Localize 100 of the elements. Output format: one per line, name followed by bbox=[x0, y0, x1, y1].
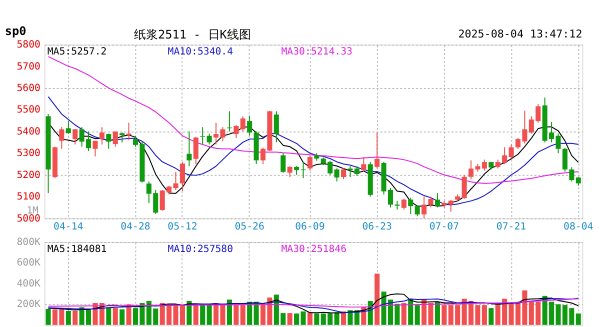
text: MA10:257580 bbox=[168, 244, 234, 255]
candlestick bbox=[348, 166, 353, 178]
text: MA30:251846 bbox=[281, 244, 347, 255]
bar bbox=[576, 313, 581, 325]
bar bbox=[112, 308, 118, 325]
chart-title: 纸浆2511 - 日K线图 bbox=[134, 28, 251, 42]
bar bbox=[46, 308, 51, 325]
candlestick bbox=[247, 115, 252, 136]
candlestick bbox=[462, 174, 467, 200]
candlestick bbox=[422, 196, 427, 219]
candlestick bbox=[448, 199, 454, 212]
candlestick bbox=[569, 166, 574, 182]
candlestick bbox=[72, 128, 78, 145]
candlestick bbox=[354, 166, 360, 176]
x-tick-label: 07-21 bbox=[496, 222, 526, 233]
candlestick bbox=[307, 154, 312, 172]
candlestick bbox=[341, 168, 346, 180]
candlestick bbox=[206, 133, 212, 145]
bar bbox=[482, 305, 487, 325]
bar bbox=[106, 307, 112, 325]
candlestick bbox=[361, 156, 366, 172]
y-tick-label: 5600 bbox=[16, 83, 41, 94]
bar bbox=[341, 311, 346, 325]
text: sp0 bbox=[4, 24, 26, 38]
y-tick-label: 5400 bbox=[16, 126, 41, 138]
x-tick-label: 04-14 bbox=[54, 222, 84, 233]
bar bbox=[234, 305, 239, 325]
y-tick-label: 600K bbox=[16, 258, 41, 269]
bar bbox=[434, 302, 440, 325]
line-series bbox=[48, 298, 579, 308]
bar bbox=[374, 274, 380, 325]
candlestick bbox=[334, 168, 340, 182]
bar bbox=[72, 310, 78, 325]
x-tick-label: 06-09 bbox=[295, 222, 325, 233]
bar bbox=[348, 310, 353, 325]
bar bbox=[120, 309, 125, 325]
candlestick bbox=[112, 130, 118, 148]
y-tick-label: 800K bbox=[16, 236, 41, 248]
candlestick bbox=[240, 116, 246, 132]
bar bbox=[334, 312, 340, 325]
text: 2025-08-04 13:47:12 bbox=[458, 28, 582, 41]
candlestick bbox=[66, 120, 71, 134]
candlestick bbox=[562, 147, 568, 172]
candlestick bbox=[274, 110, 279, 143]
x-tick-label: 05-26 bbox=[234, 222, 264, 233]
x-tick-label: 07-07 bbox=[429, 222, 460, 233]
y-tick-label: 200K bbox=[16, 299, 41, 310]
candlestick bbox=[120, 132, 125, 143]
y-tick-label: 5700 bbox=[16, 61, 41, 72]
candlestick bbox=[92, 140, 98, 157]
bar bbox=[66, 310, 71, 325]
bar bbox=[287, 313, 292, 325]
candlestick bbox=[180, 161, 185, 192]
candlestick bbox=[106, 133, 112, 150]
candlestick bbox=[200, 126, 206, 145]
candlestick bbox=[374, 132, 380, 169]
bar bbox=[314, 313, 320, 325]
text: MA5:184081 bbox=[47, 244, 107, 255]
candlestick bbox=[280, 152, 286, 174]
candlestick bbox=[508, 144, 514, 160]
bar bbox=[240, 305, 246, 325]
bar bbox=[442, 305, 447, 325]
bar bbox=[193, 305, 198, 325]
bar bbox=[401, 303, 406, 325]
bar bbox=[226, 300, 232, 325]
candlestick bbox=[287, 166, 292, 178]
candlestick bbox=[401, 198, 406, 210]
x-tick-label: 05-12 bbox=[168, 222, 198, 233]
text: MA10:5340.4 bbox=[168, 46, 234, 58]
text: MA5:5257.2 bbox=[47, 46, 107, 58]
text: MA30:5214.33 bbox=[281, 46, 353, 58]
candlestick bbox=[59, 126, 64, 150]
y-tick-label: 5500 bbox=[16, 104, 41, 116]
line-series bbox=[48, 96, 579, 206]
candlestick bbox=[408, 197, 414, 214]
candlestick bbox=[193, 136, 198, 165]
candlestick bbox=[414, 204, 420, 217]
candlestick bbox=[126, 122, 132, 141]
y-tick-label: 5000 bbox=[16, 213, 41, 224]
candlestick bbox=[234, 124, 239, 138]
y-tick-label: 400K bbox=[16, 278, 41, 290]
candlestick bbox=[186, 130, 192, 167]
candlestick bbox=[99, 126, 104, 145]
bar bbox=[206, 305, 212, 325]
bar bbox=[200, 304, 206, 325]
y-tick-label: 5300 bbox=[16, 148, 41, 160]
candlestick bbox=[482, 159, 487, 172]
y-tick-label: 5100 bbox=[16, 192, 41, 203]
candlestick bbox=[428, 196, 434, 208]
line-series bbox=[48, 298, 579, 314]
y-tick-label: 5800 bbox=[16, 40, 41, 51]
bar bbox=[307, 312, 312, 325]
bar bbox=[488, 308, 494, 325]
bar bbox=[186, 300, 192, 325]
x-tick-label: 08-04 bbox=[564, 222, 594, 233]
x-tick-label: 04-28 bbox=[120, 222, 150, 233]
candlestick bbox=[434, 192, 440, 208]
x-tick-label: 06-23 bbox=[362, 222, 392, 233]
y-tick-label: 5200 bbox=[16, 170, 41, 181]
bar bbox=[414, 305, 420, 325]
